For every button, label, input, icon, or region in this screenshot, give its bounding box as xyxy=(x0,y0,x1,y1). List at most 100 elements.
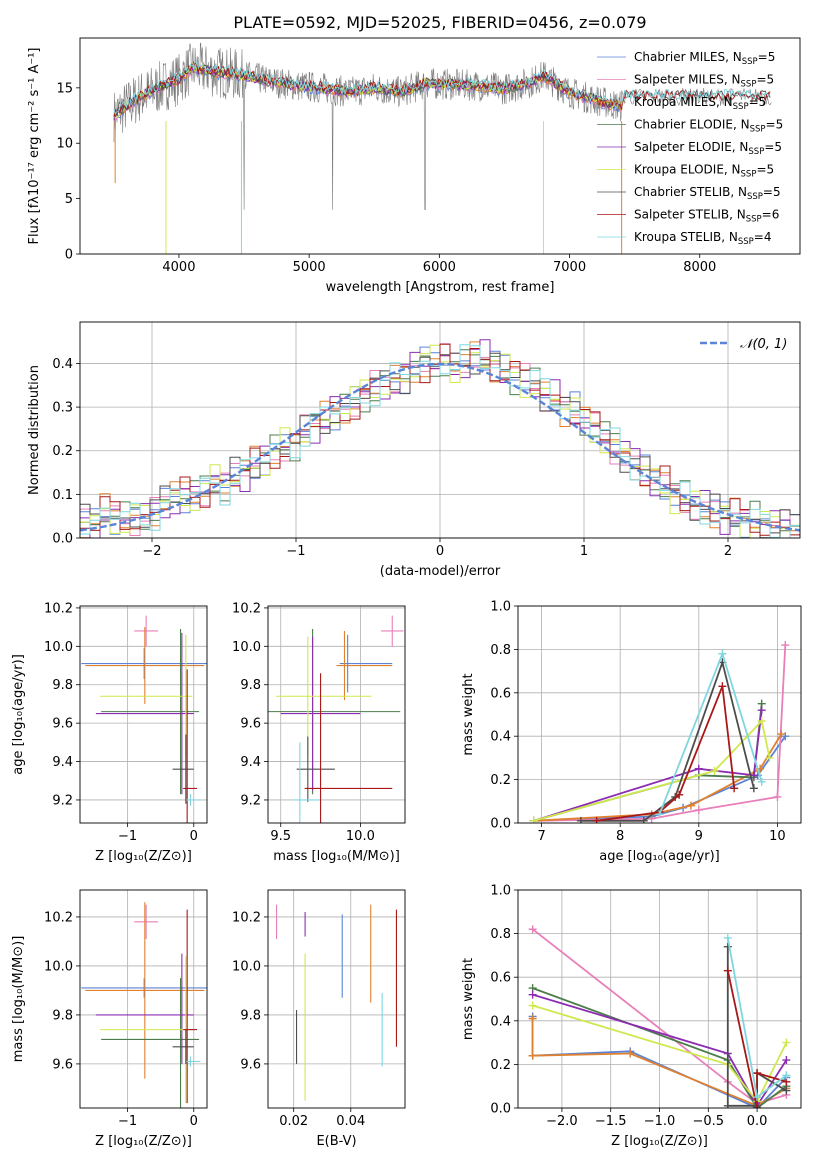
legend-eq: = xyxy=(762,208,772,222)
weight-line xyxy=(533,703,763,822)
legend-eq: = xyxy=(764,140,774,154)
y-tick-label: 9.8 xyxy=(240,1008,261,1023)
x-axis-label: (data-model)/error xyxy=(380,564,501,579)
legend-label: Chabrier ELODIE, N xyxy=(634,118,750,132)
legend-label: Kroupa STELIB, N xyxy=(634,230,738,244)
plot-area xyxy=(113,42,772,254)
legend-entry: Salpeter ELODIE, NSSP=5 xyxy=(634,140,782,157)
x-tick-label: 5000 xyxy=(293,260,326,275)
weight-line xyxy=(532,928,787,1105)
y-tick-label: 9.2 xyxy=(240,793,261,808)
plot-spectrum: 4000 5000 6000 7000 8000 0 5 10 15 wavelength [An… xyxy=(27,37,801,295)
y-tick-label: 9.4 xyxy=(52,755,73,770)
x-tick-label: 7000 xyxy=(553,260,586,275)
y-tick-label: 10.0 xyxy=(232,959,261,974)
legend-n: 5 xyxy=(774,140,782,154)
y-tick-label: 10 xyxy=(56,137,73,152)
weight-point-marker xyxy=(723,966,732,975)
x-axis-label: mass [log₁₀(M/M⊙)] xyxy=(273,849,400,864)
plot-area xyxy=(529,641,790,823)
y-tick-label: 0.4 xyxy=(490,730,511,745)
weight-point-marker xyxy=(694,805,703,814)
axes-frame xyxy=(79,321,801,539)
weight-point-marker xyxy=(528,990,537,999)
grid xyxy=(80,890,207,1108)
x-tick-label: −0.5 xyxy=(693,1114,725,1129)
x-axis-label: age [log₁₀(age/yr)] xyxy=(599,849,720,864)
grid xyxy=(518,605,801,824)
legend-entry: Chabrier MILES, NSSP=5 xyxy=(634,50,775,67)
weight-point-marker xyxy=(723,942,732,951)
legend-n: 5 xyxy=(776,118,784,132)
x-axis-label: Z [log₁₀(Z/Z⊙)] xyxy=(611,1134,708,1149)
legend-eq: = xyxy=(758,50,768,64)
y-tick-label: 0.4 xyxy=(490,1014,511,1029)
legend-subscript: SSP xyxy=(733,102,749,112)
y-tick-label: 0.4 xyxy=(52,357,73,372)
x-tick-label: 9.5 xyxy=(270,829,291,844)
legend-subscript: SSP xyxy=(742,57,758,67)
plot-area xyxy=(80,339,800,538)
y-tick-label: 0.2 xyxy=(490,1058,511,1073)
legend-subscript: SSP xyxy=(746,215,762,225)
legend-label: Salpeter ELODIE, N xyxy=(634,140,748,154)
legend-eq: = xyxy=(756,73,766,87)
y-tick-label: 9.8 xyxy=(240,678,261,693)
y-axis-label: Flux [fλ10⁻¹⁷ erg cm⁻² s⁻¹ A⁻¹] xyxy=(27,48,42,245)
legend-entry: Kroupa STELIB, NSSP=4 xyxy=(634,230,772,247)
x-tick-label: −1 xyxy=(286,544,305,559)
plot-area xyxy=(276,904,397,1101)
weight-point-marker xyxy=(782,1056,791,1065)
weight-point-marker xyxy=(626,1049,635,1058)
y-tick-label: 0 xyxy=(65,248,73,263)
weight-point-marker xyxy=(753,1069,762,1078)
legend-entry: Kroupa MILES, NSSP=5 xyxy=(634,95,766,112)
legend-n: 5 xyxy=(759,95,767,109)
legend-subscript: SSP xyxy=(741,170,757,180)
legend-entry: Chabrier STELIB, NSSP=5 xyxy=(634,185,781,202)
weight-point-marker xyxy=(757,717,766,726)
y-tick-label: 0.2 xyxy=(52,444,73,459)
legend-eq: = xyxy=(749,95,759,109)
y-tick-label: 10.2 xyxy=(232,601,261,616)
plot-mass_vs_EBV: 0.02 0.04 9.6 9.8 10.0 10.2 E(B-V) xyxy=(232,889,406,1149)
plot-weight_vs_age: 7 8 9 10 0.0 0.2 0.4 0.6 0.8 1.0 age [log₁₀(age/yr… xyxy=(461,600,802,864)
axes-frame xyxy=(517,889,802,1109)
weight-point-marker xyxy=(694,764,703,773)
x-tick-label: 8000 xyxy=(683,260,716,275)
y-tick-label: 10.0 xyxy=(232,640,261,655)
x-tick-label: 0 xyxy=(436,544,444,559)
weight-point-marker xyxy=(528,1001,537,1010)
x-tick-label: 0 xyxy=(190,829,198,844)
plot-area xyxy=(528,925,791,1108)
x-tick-label: 9 xyxy=(695,829,703,844)
y-tick-label: 5 xyxy=(65,192,73,207)
legend-entry: Kroupa ELODIE, NSSP=5 xyxy=(634,163,774,180)
weight-point-marker xyxy=(528,925,537,934)
x-tick-label: 0 xyxy=(190,1114,198,1129)
plot-residual_hist: −2 −1 0 1 2 0.0 0.1 0.2 0.3 0.4 (data-model)/error… xyxy=(27,321,801,579)
y-tick-label: 10.2 xyxy=(232,910,261,925)
legend-label: Salpeter STELIB, N xyxy=(634,208,746,222)
y-tick-label: 0.0 xyxy=(52,532,73,547)
y-tick-label: 9.4 xyxy=(240,755,261,770)
weight-line xyxy=(658,650,763,815)
y-tick-label: 9.2 xyxy=(52,793,73,808)
spectrum-model-line xyxy=(113,61,771,115)
weight-point-marker xyxy=(592,816,601,823)
x-tick-label: 10 xyxy=(769,829,786,844)
legend-label: Chabrier MILES, N xyxy=(634,50,742,64)
y-axis-label: age [log₁₀(age/yr)] xyxy=(11,654,26,775)
grid xyxy=(268,606,405,823)
y-tick-label: 0.0 xyxy=(490,817,511,832)
plot-age_vs_mass: 9.5 10.0 9.2 9.4 9.6 9.8 10.0 10.2 mass [log₁₀(M… xyxy=(232,601,406,864)
y-axis-label: mass [log₁₀(M/M⊙)] xyxy=(11,936,26,1063)
legend-n: 5 xyxy=(768,50,776,64)
x-tick-label: −1.0 xyxy=(644,1114,676,1129)
plot-area xyxy=(81,902,207,1108)
weight-line xyxy=(532,1004,788,1104)
y-tick-label: 9.8 xyxy=(52,678,73,693)
weight-point-marker xyxy=(781,641,790,650)
